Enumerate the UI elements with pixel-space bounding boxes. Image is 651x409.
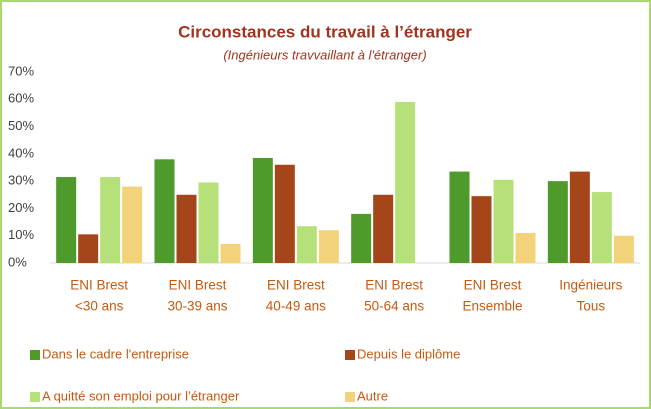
legend-swatch xyxy=(30,350,40,360)
y-tick-label: 70% xyxy=(8,63,34,78)
bar xyxy=(154,159,175,263)
bar xyxy=(547,181,568,263)
y-tick-label: 50% xyxy=(8,118,34,133)
x-tick-label: ENI Brest xyxy=(365,278,423,293)
x-tick-label: 50-64 ans xyxy=(364,299,424,314)
bar xyxy=(395,102,416,263)
bar xyxy=(274,164,295,263)
bar xyxy=(220,243,241,263)
bar xyxy=(591,192,612,263)
y-tick-label: 60% xyxy=(8,91,34,106)
y-tick-label: 20% xyxy=(8,200,34,215)
x-tick-label: ENI Brest xyxy=(70,278,128,293)
bar xyxy=(493,179,514,263)
chart-subtitle: (Ingénieurs travvaillant à l'étranger) xyxy=(223,47,426,62)
bar xyxy=(122,186,143,263)
bar xyxy=(471,196,492,263)
bar xyxy=(569,171,590,263)
legend-swatch xyxy=(345,392,355,402)
legend-label: Depuis le diplôme xyxy=(357,346,460,361)
bar xyxy=(100,177,121,263)
bar xyxy=(515,232,536,263)
legend-label: Dans le cadre l'entreprise xyxy=(42,346,189,361)
y-tick-label: 40% xyxy=(8,145,34,160)
bar xyxy=(373,194,394,263)
bar xyxy=(78,234,99,263)
bar xyxy=(613,235,634,263)
bar xyxy=(318,230,339,263)
y-tick-label: 10% xyxy=(8,227,34,242)
legend-label: A quitté son emploi pour l’étranger xyxy=(42,388,240,403)
x-tick-label: <30 ans xyxy=(75,299,124,314)
legend-swatch xyxy=(30,392,40,402)
x-tick-label: 30-39 ans xyxy=(167,299,227,314)
chart-title: Circonstances du travail à l’étranger xyxy=(178,22,472,41)
bar xyxy=(449,171,470,263)
legend-swatch xyxy=(345,350,355,360)
bar xyxy=(198,182,219,263)
x-tick-label: Tous xyxy=(577,299,606,314)
bar xyxy=(56,177,77,263)
bar xyxy=(176,194,197,263)
x-tick-label: ENI Brest xyxy=(464,278,522,293)
y-tick-label: 0% xyxy=(8,254,27,269)
y-tick-label: 30% xyxy=(8,173,34,188)
x-tick-label: Ingénieurs xyxy=(559,278,622,293)
x-tick-label: ENI Brest xyxy=(267,278,325,293)
legend-label: Autre xyxy=(357,388,388,403)
x-tick-label: Ensemble xyxy=(462,299,522,314)
bar xyxy=(252,157,273,263)
bar xyxy=(296,226,317,263)
x-tick-label: ENI Brest xyxy=(169,278,227,293)
x-tick-label: 40-49 ans xyxy=(266,299,326,314)
bar xyxy=(351,213,372,263)
